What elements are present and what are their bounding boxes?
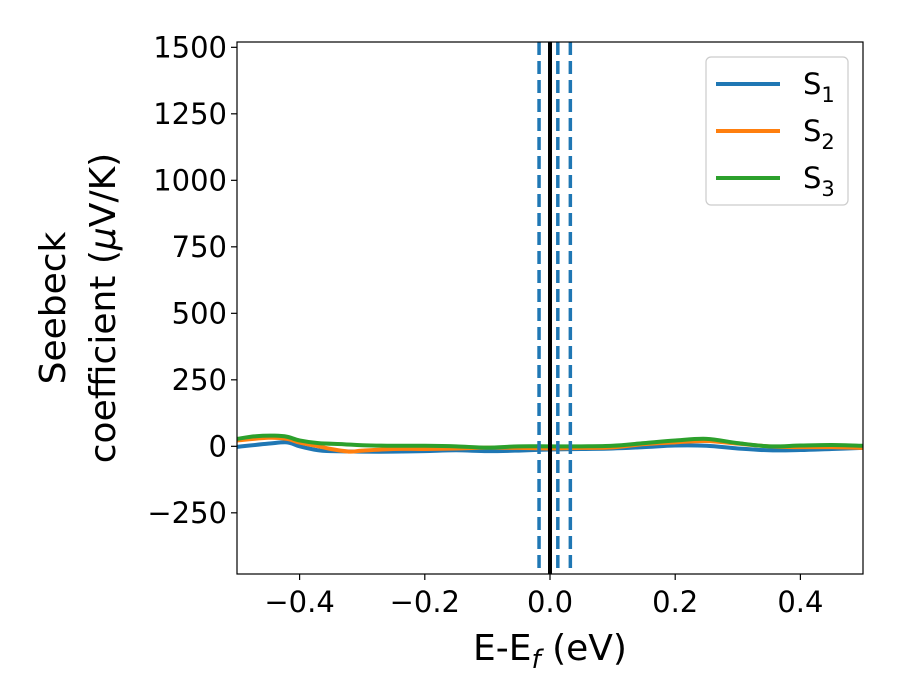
plot-area: [236, 42, 864, 574]
x-tick-label: 0.0: [527, 585, 573, 619]
y-axis-label-line1: Seebeck: [33, 231, 74, 384]
y-tick-label: 250: [172, 363, 227, 397]
legend-label-s1: S1: [803, 67, 835, 107]
x-tick-label: −0.2: [390, 585, 460, 619]
x-axis-label: E-Ef (eV): [473, 628, 627, 675]
y-tick-label: 500: [172, 296, 227, 330]
series-line-s3: [236, 433, 864, 450]
x-tick-label: 0.2: [652, 585, 698, 619]
legend-label-s2: S2: [803, 114, 835, 154]
x-tick-label: 0.4: [777, 585, 823, 619]
series-line-s1: [236, 440, 864, 454]
x-tick-label: −0.4: [264, 585, 334, 619]
y-axis-label: Seebeck coefficient (μV/K): [33, 153, 124, 463]
y-tick-label: 0: [209, 429, 227, 463]
y-axis-label-line2: coefficient (μV/K): [83, 153, 124, 463]
y-tick-label: 1250: [153, 97, 227, 131]
y-tick-label: 1000: [153, 163, 227, 197]
axis-ticks: −0.4 −0.2 0.0 0.2 0.4 −250 0 250 500 750 1000 1250 1…: [147, 30, 823, 619]
y-tick-label: −250: [147, 496, 227, 530]
legend-label-s3: S3: [803, 161, 835, 201]
legend: S1 S2 S3: [705, 56, 849, 206]
y-tick-label: 750: [172, 230, 227, 264]
y-tick-label: 1500: [153, 30, 227, 64]
